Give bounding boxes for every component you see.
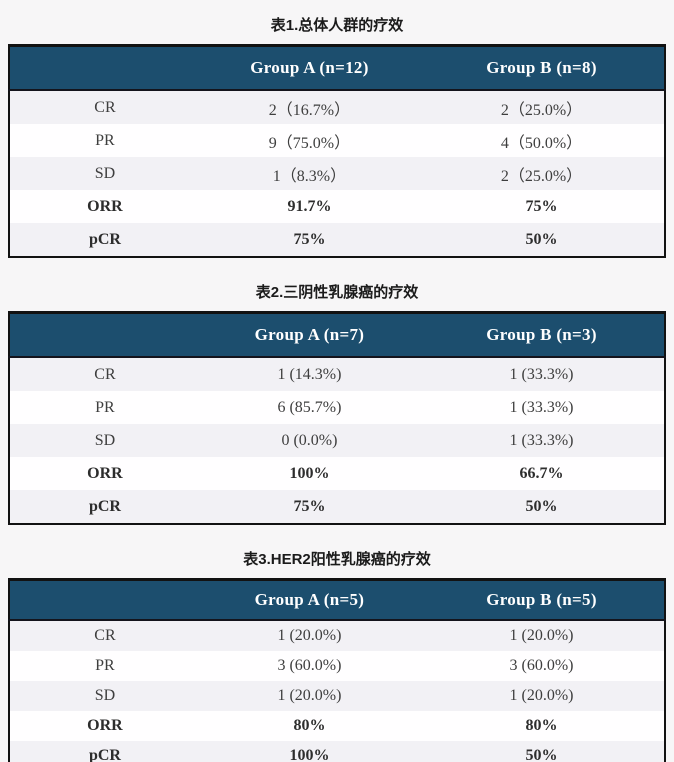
table-row: ORR 100% 66.7% — [9, 457, 665, 490]
table-section: 表1.总体人群的疗效 Group A (n=12) Group B (n=8) … — [8, 14, 666, 258]
table-header-row: Group A (n=12) Group B (n=8) — [9, 45, 665, 91]
group-a-value: 2（16.7%） — [268, 101, 351, 119]
group-b-value: 80% — [525, 717, 558, 734]
table-row: pCR 75% 50% — [9, 223, 665, 257]
group-b-value: 75% — [525, 197, 558, 215]
table-section: 表3.HER2阳性乳腺癌的疗效 Group A (n=5) Group B (n… — [8, 548, 666, 762]
header-cell-group-b: Group B (n=3) — [418, 312, 665, 358]
table-title: 表3.HER2阳性乳腺癌的疗效 — [243, 551, 431, 568]
table-row: PR 3 (60.0%) 3 (60.0%) — [9, 651, 665, 681]
group-a-value: 91.7% — [287, 197, 332, 215]
header-cell-group-a: Group A (n=7) — [199, 312, 419, 358]
table-header-row: Group A (n=7) Group B (n=3) — [9, 312, 665, 358]
efficacy-table: Group A (n=12) Group B (n=8) CR 2（16.7%） 2… — [8, 44, 666, 258]
row-label: CR — [94, 98, 116, 116]
group-a-value: 6 (85.7%) — [277, 398, 342, 416]
table-row: CR 2（16.7%） 2（25.0%） — [9, 90, 665, 124]
group-b-value: 2（25.0%） — [500, 167, 583, 185]
table-body: CR 1 (14.3%) 1 (33.3%) PR 6 (85.7%) 1 (33.3%)… — [9, 357, 665, 524]
table-header-row: Group A (n=5) Group B (n=5) — [9, 579, 665, 621]
group-b-value: 3 (60.0%) — [509, 657, 574, 674]
header-cell-group-b: Group B (n=5) — [418, 579, 665, 621]
efficacy-table: Group A (n=7) Group B (n=3) CR 1 (14.3%) 1… — [8, 311, 666, 525]
row-label: ORR — [87, 717, 123, 734]
group-a-value: 100% — [289, 747, 330, 762]
group-a-value: 75% — [293, 230, 326, 248]
row-label: PR — [95, 398, 115, 416]
row-label: pCR — [88, 497, 121, 515]
header-cell-empty — [9, 579, 200, 621]
group-b-value: 1 (33.3%) — [509, 365, 574, 383]
table-row: SD 0 (0.0%) 1 (33.3%) — [9, 424, 665, 457]
table-body: CR 1 (20.0%) 1 (20.0%) PR 3 (60.0%) 3 (60.0%)… — [9, 620, 665, 762]
header-cell-group-b: Group B (n=8) — [418, 45, 665, 91]
row-label: CR — [94, 627, 116, 644]
table-row: SD 1（8.3%） 2（25.0%） — [9, 157, 665, 190]
row-label: ORR — [87, 197, 123, 215]
row-label: PR — [95, 657, 115, 674]
table-title: 表2.三阴性乳腺癌的疗效 — [255, 284, 419, 301]
group-b-value: 50% — [525, 497, 558, 515]
table-row: ORR 91.7% 75% — [9, 190, 665, 223]
group-a-value: 3 (60.0%) — [277, 657, 342, 674]
group-b-value: 1 (33.3%) — [509, 398, 574, 416]
row-label: SD — [94, 687, 116, 704]
header-cell-group-a: Group A (n=5) — [199, 579, 419, 621]
group-b-value: 2（25.0%） — [500, 101, 583, 119]
header-cell-empty — [9, 312, 200, 358]
table-title: 表1.总体人群的疗效 — [270, 17, 404, 34]
group-a-value: 80% — [293, 717, 326, 734]
efficacy-table: Group A (n=5) Group B (n=5) CR 1 (20.0%) 1… — [8, 578, 666, 762]
group-b-value: 1 (33.3%) — [509, 431, 574, 449]
group-b-value: 4（50.0%） — [500, 134, 583, 152]
group-a-value: 1 (20.0%) — [277, 627, 342, 644]
table-row: ORR 80% 80% — [9, 711, 665, 741]
group-a-value: 1 (14.3%) — [277, 365, 342, 383]
header-cell-empty — [9, 45, 200, 91]
row-label: pCR — [88, 230, 121, 248]
table-row: CR 1 (14.3%) 1 (33.3%) — [9, 357, 665, 391]
table-body: CR 2（16.7%） 2（25.0%） PR 9（75.0%） 4（50.0%） SD 1（… — [9, 90, 665, 257]
table-row: pCR 100% 50% — [9, 741, 665, 762]
group-b-value: 1 (20.0%) — [509, 627, 574, 644]
row-label: CR — [94, 365, 116, 383]
row-label: pCR — [88, 747, 121, 762]
header-cell-group-a: Group A (n=12) — [199, 45, 419, 91]
table-row: SD 1 (20.0%) 1 (20.0%) — [9, 681, 665, 711]
group-a-value: 9（75.0%） — [268, 134, 351, 152]
group-b-value: 1 (20.0%) — [509, 687, 574, 704]
group-a-value: 0 (0.0%) — [281, 431, 338, 449]
group-b-value: 50% — [525, 747, 558, 762]
table-row: PR 6 (85.7%) 1 (33.3%) — [9, 391, 665, 424]
group-a-value: 1（8.3%） — [272, 167, 347, 185]
table-row: pCR 75% 50% — [9, 490, 665, 524]
table-row: PR 9（75.0%） 4（50.0%） — [9, 124, 665, 157]
group-a-value: 100% — [289, 464, 330, 482]
table-row: CR 1 (20.0%) 1 (20.0%) — [9, 620, 665, 651]
row-label: ORR — [87, 464, 123, 482]
group-b-value: 50% — [525, 230, 558, 248]
table-section: 表2.三阴性乳腺癌的疗效 Group A (n=7) Group B (n=3)… — [8, 281, 666, 525]
row-label: PR — [95, 131, 115, 149]
group-b-value: 66.7% — [519, 464, 564, 482]
group-a-value: 1 (20.0%) — [277, 687, 342, 704]
group-a-value: 75% — [293, 497, 326, 515]
row-label: SD — [94, 164, 116, 182]
row-label: SD — [94, 431, 116, 449]
tables-container: 表1.总体人群的疗效 Group A (n=12) Group B (n=8) … — [8, 14, 666, 762]
